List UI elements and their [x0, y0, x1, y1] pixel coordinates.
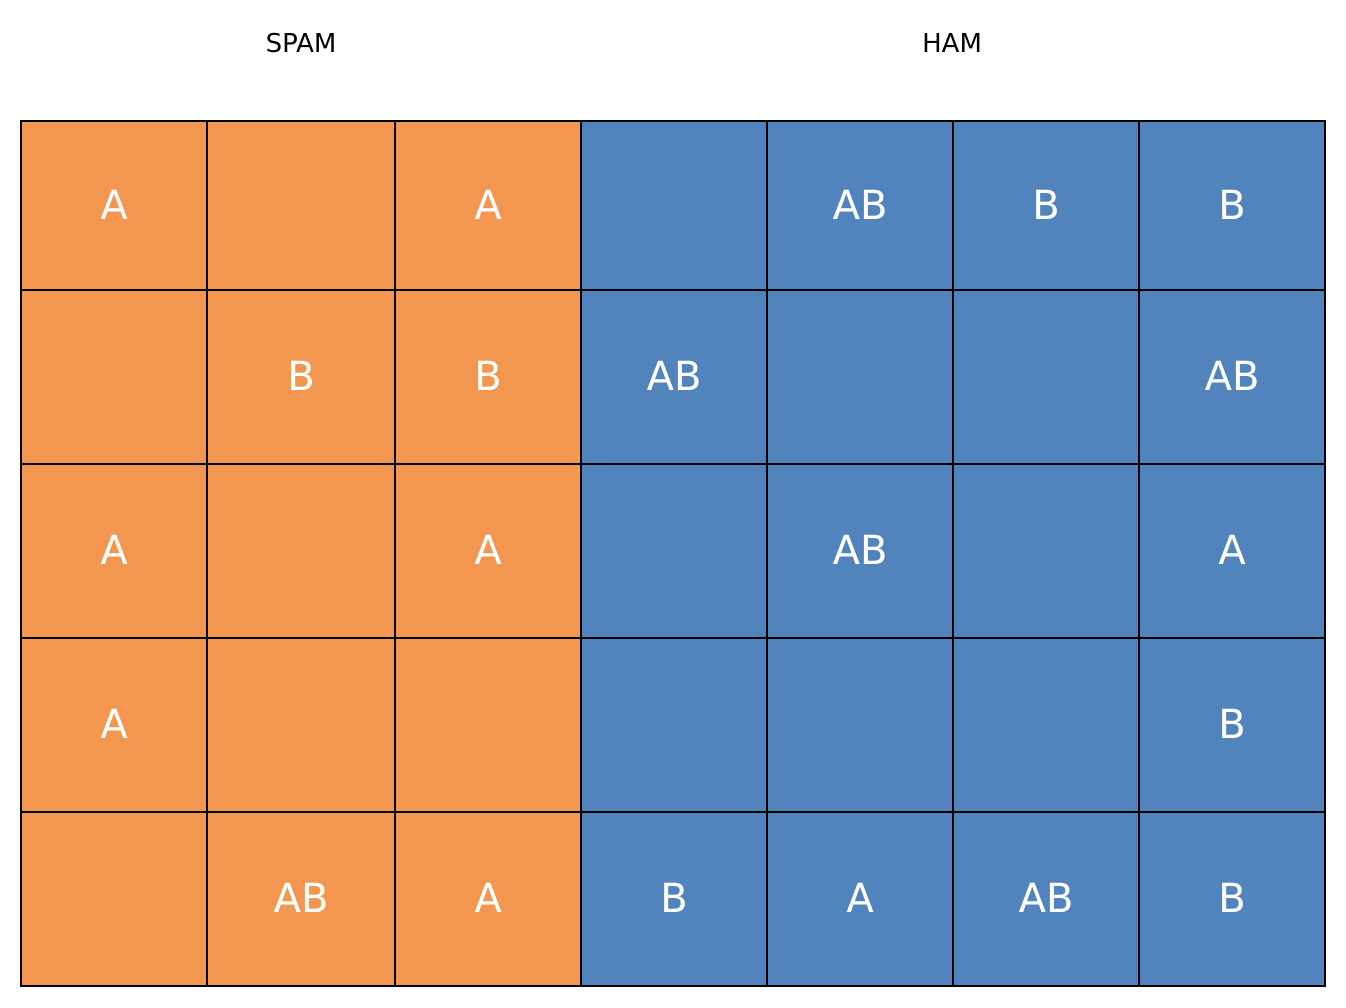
ham-cell: B [1140, 122, 1326, 291]
ham-cell [582, 122, 768, 291]
ham-cell [954, 291, 1140, 465]
ham-cell [768, 639, 954, 813]
ham-cell [582, 639, 768, 813]
ham-cell: B [582, 813, 768, 987]
ham-cell: B [954, 122, 1140, 291]
ham-cell [582, 465, 768, 639]
ham-cell: A [1140, 465, 1326, 639]
spam-cell: B [396, 291, 582, 465]
classification-grid: A A AB B B B B AB AB A A AB A A B AB A B A AB B [20, 120, 1326, 987]
spam-cell [208, 465, 396, 639]
spam-cell: A [396, 122, 582, 291]
ham-cell: B [1140, 813, 1326, 987]
spam-cell [396, 639, 582, 813]
spam-cell: B [208, 291, 396, 465]
spam-cell: A [22, 639, 208, 813]
ham-cell: AB [768, 122, 954, 291]
ham-label: HAM [922, 29, 982, 59]
ham-cell: AB [954, 813, 1140, 987]
spam-cell [22, 291, 208, 465]
spam-cell [208, 639, 396, 813]
spam-cell: A [396, 813, 582, 987]
spam-cell [208, 122, 396, 291]
ham-cell: AB [768, 465, 954, 639]
ham-cell [768, 291, 954, 465]
ham-cell: AB [582, 291, 768, 465]
ham-cell: AB [1140, 291, 1326, 465]
spam-cell: A [22, 465, 208, 639]
ham-cell: A [768, 813, 954, 987]
spam-cell [22, 813, 208, 987]
ham-cell [954, 639, 1140, 813]
spam-cell: A [22, 122, 208, 291]
spam-label: SPAM [265, 29, 337, 59]
ham-cell [954, 465, 1140, 639]
ham-cell: B [1140, 639, 1326, 813]
spam-cell: A [396, 465, 582, 639]
spam-cell: AB [208, 813, 396, 987]
